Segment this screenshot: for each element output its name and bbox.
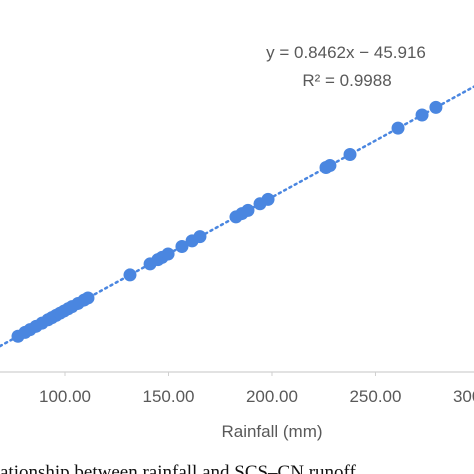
point xyxy=(175,240,189,254)
point xyxy=(161,247,175,261)
x-tick-label: 200.00 xyxy=(246,387,298,406)
point xyxy=(343,148,357,162)
point xyxy=(323,159,337,173)
point xyxy=(123,268,137,282)
point xyxy=(391,121,405,135)
x-tick-label: 150.00 xyxy=(142,387,194,406)
figure-caption: ationship between rainfall and SCS–CN ru… xyxy=(0,462,357,474)
point xyxy=(415,108,429,122)
x-tick-label: 300.00 xyxy=(453,387,474,406)
r-squared: R² = 0.9988 xyxy=(302,71,391,90)
point xyxy=(81,291,95,305)
point xyxy=(261,192,275,206)
point xyxy=(241,203,255,217)
trend-equation: y = 0.8462x − 45.916 xyxy=(266,43,426,62)
point xyxy=(429,100,443,114)
x-axis-title: Rainfall (mm) xyxy=(221,422,322,441)
point xyxy=(193,230,207,244)
x-tick-label: 250.00 xyxy=(349,387,401,406)
x-tick-label: 100.00 xyxy=(39,387,91,406)
